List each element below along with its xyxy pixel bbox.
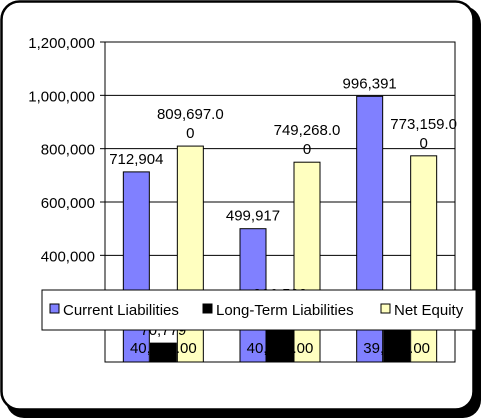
data-label-line: 996,391 [343,75,397,92]
legend-swatch [202,303,213,314]
bar [293,161,321,363]
y-tick-label: 600,000 [41,195,95,212]
data-label: 749,268.0 0 [274,122,341,158]
data-label: 499,917 [226,208,280,225]
data-label-line: 773,159.0 [390,116,457,133]
data-label-line: 0 [303,141,311,158]
legend-label: Long-Term Liabilities [216,302,354,319]
bar [149,342,177,363]
x-tick-label: 40,543.00 [130,340,197,357]
data-label: 996,391 [343,75,397,92]
data-label-line: 499,917 [226,208,280,225]
data-label-line: 0 [419,135,427,152]
legend: Current Liabilities Long-Term Liabilities… [41,289,477,331]
legend-swatch [380,303,391,314]
bar [383,325,411,363]
x-tick-label: 39,813.00 [363,340,430,357]
y-tick-label: 800,000 [41,142,95,159]
legend-swatch [49,303,60,314]
data-label-line: 712,904 [109,151,163,168]
legend-label: Current Liabilities [63,302,179,319]
data-label: 809,697.0 0 [157,106,224,142]
x-tick-label: 40,178.00 [247,340,314,357]
plot-area: 200,000400,000600,000800,0001,000,0001,2… [28,35,477,363]
data-label-line: 0 [186,125,194,142]
y-tick-label: 1,000,000 [28,88,95,105]
legend-label: Net Equity [394,302,464,319]
legend-box [41,289,477,331]
bar [410,155,438,363]
y-tick-label: 1,200,000 [28,35,95,52]
data-label: 712,904 [109,151,163,168]
data-label: 773,159.0 0 [390,116,457,152]
data-label-line: 749,268.0 [274,122,341,139]
y-tick-label: 400,000 [41,248,95,265]
data-label-line: 809,697.0 [157,106,224,123]
